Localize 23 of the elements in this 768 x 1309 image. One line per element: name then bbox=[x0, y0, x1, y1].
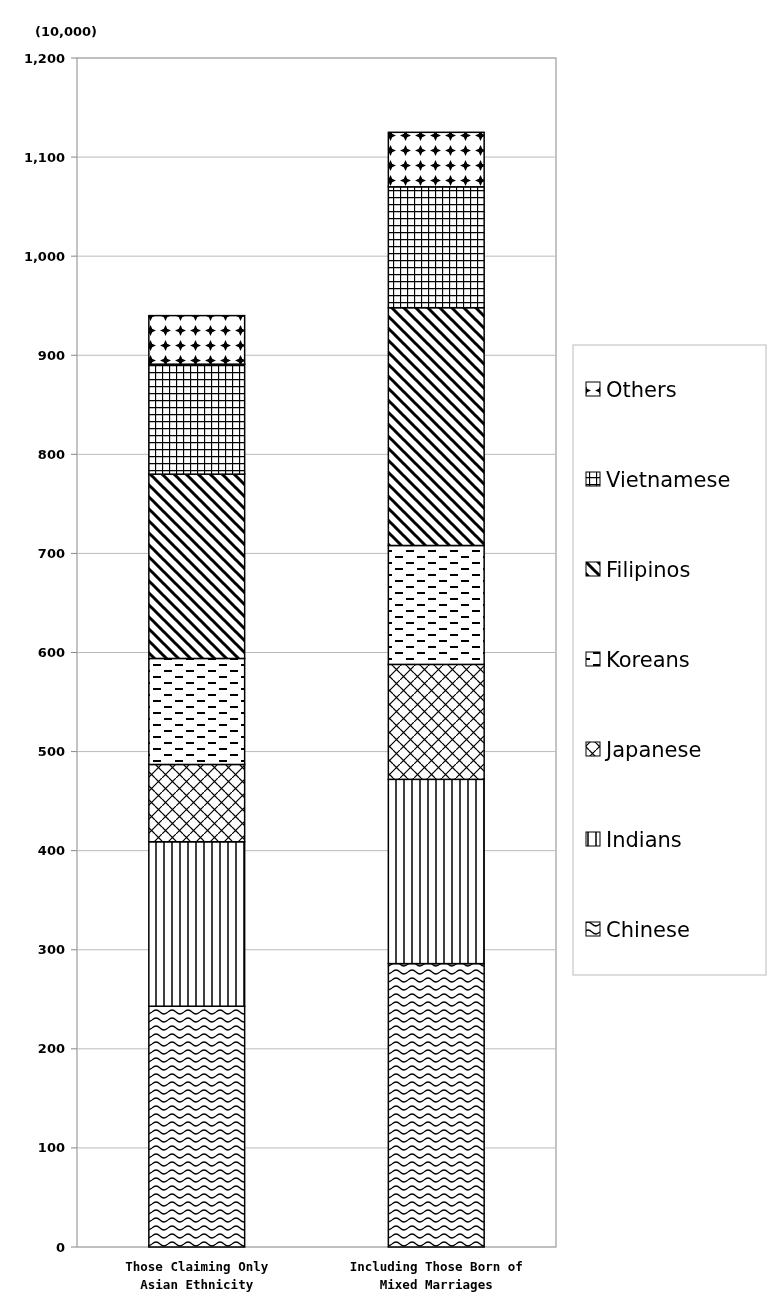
legend-label: Japanese bbox=[604, 738, 702, 763]
y-tick-label: 200 bbox=[37, 1041, 65, 1057]
y-tick-label: 1,000 bbox=[23, 248, 65, 264]
x-tick-label: Including Those Born of Mixed Marriages bbox=[349, 1259, 523, 1292]
y-tick-label: 800 bbox=[37, 446, 65, 462]
y-tick-label: 300 bbox=[37, 942, 65, 958]
y-tick-label: 100 bbox=[37, 1140, 65, 1156]
legend-label: Filipinos bbox=[606, 558, 691, 583]
legend-label: Others bbox=[606, 378, 677, 403]
y-tick-label: 500 bbox=[37, 744, 65, 760]
y-tick-label: 600 bbox=[37, 645, 65, 661]
y-tick-label: 700 bbox=[37, 545, 65, 561]
x-tick-label: Those Claiming Only Asian Ethnicity bbox=[125, 1259, 269, 1292]
y-axis-title: (10,000) bbox=[35, 24, 98, 39]
y-tick-label: 1,200 bbox=[23, 50, 65, 66]
legend-label: Chinese bbox=[606, 918, 690, 943]
legend-label: Koreans bbox=[606, 648, 690, 673]
y-tick-label: 900 bbox=[37, 347, 65, 363]
legend-label: Indians bbox=[606, 828, 682, 853]
y-tick-label: 0 bbox=[55, 1239, 65, 1255]
y-tick-label: 400 bbox=[37, 843, 65, 859]
y-tick-label: 1,100 bbox=[23, 149, 65, 165]
legend-label: Vietnamese bbox=[606, 468, 731, 493]
